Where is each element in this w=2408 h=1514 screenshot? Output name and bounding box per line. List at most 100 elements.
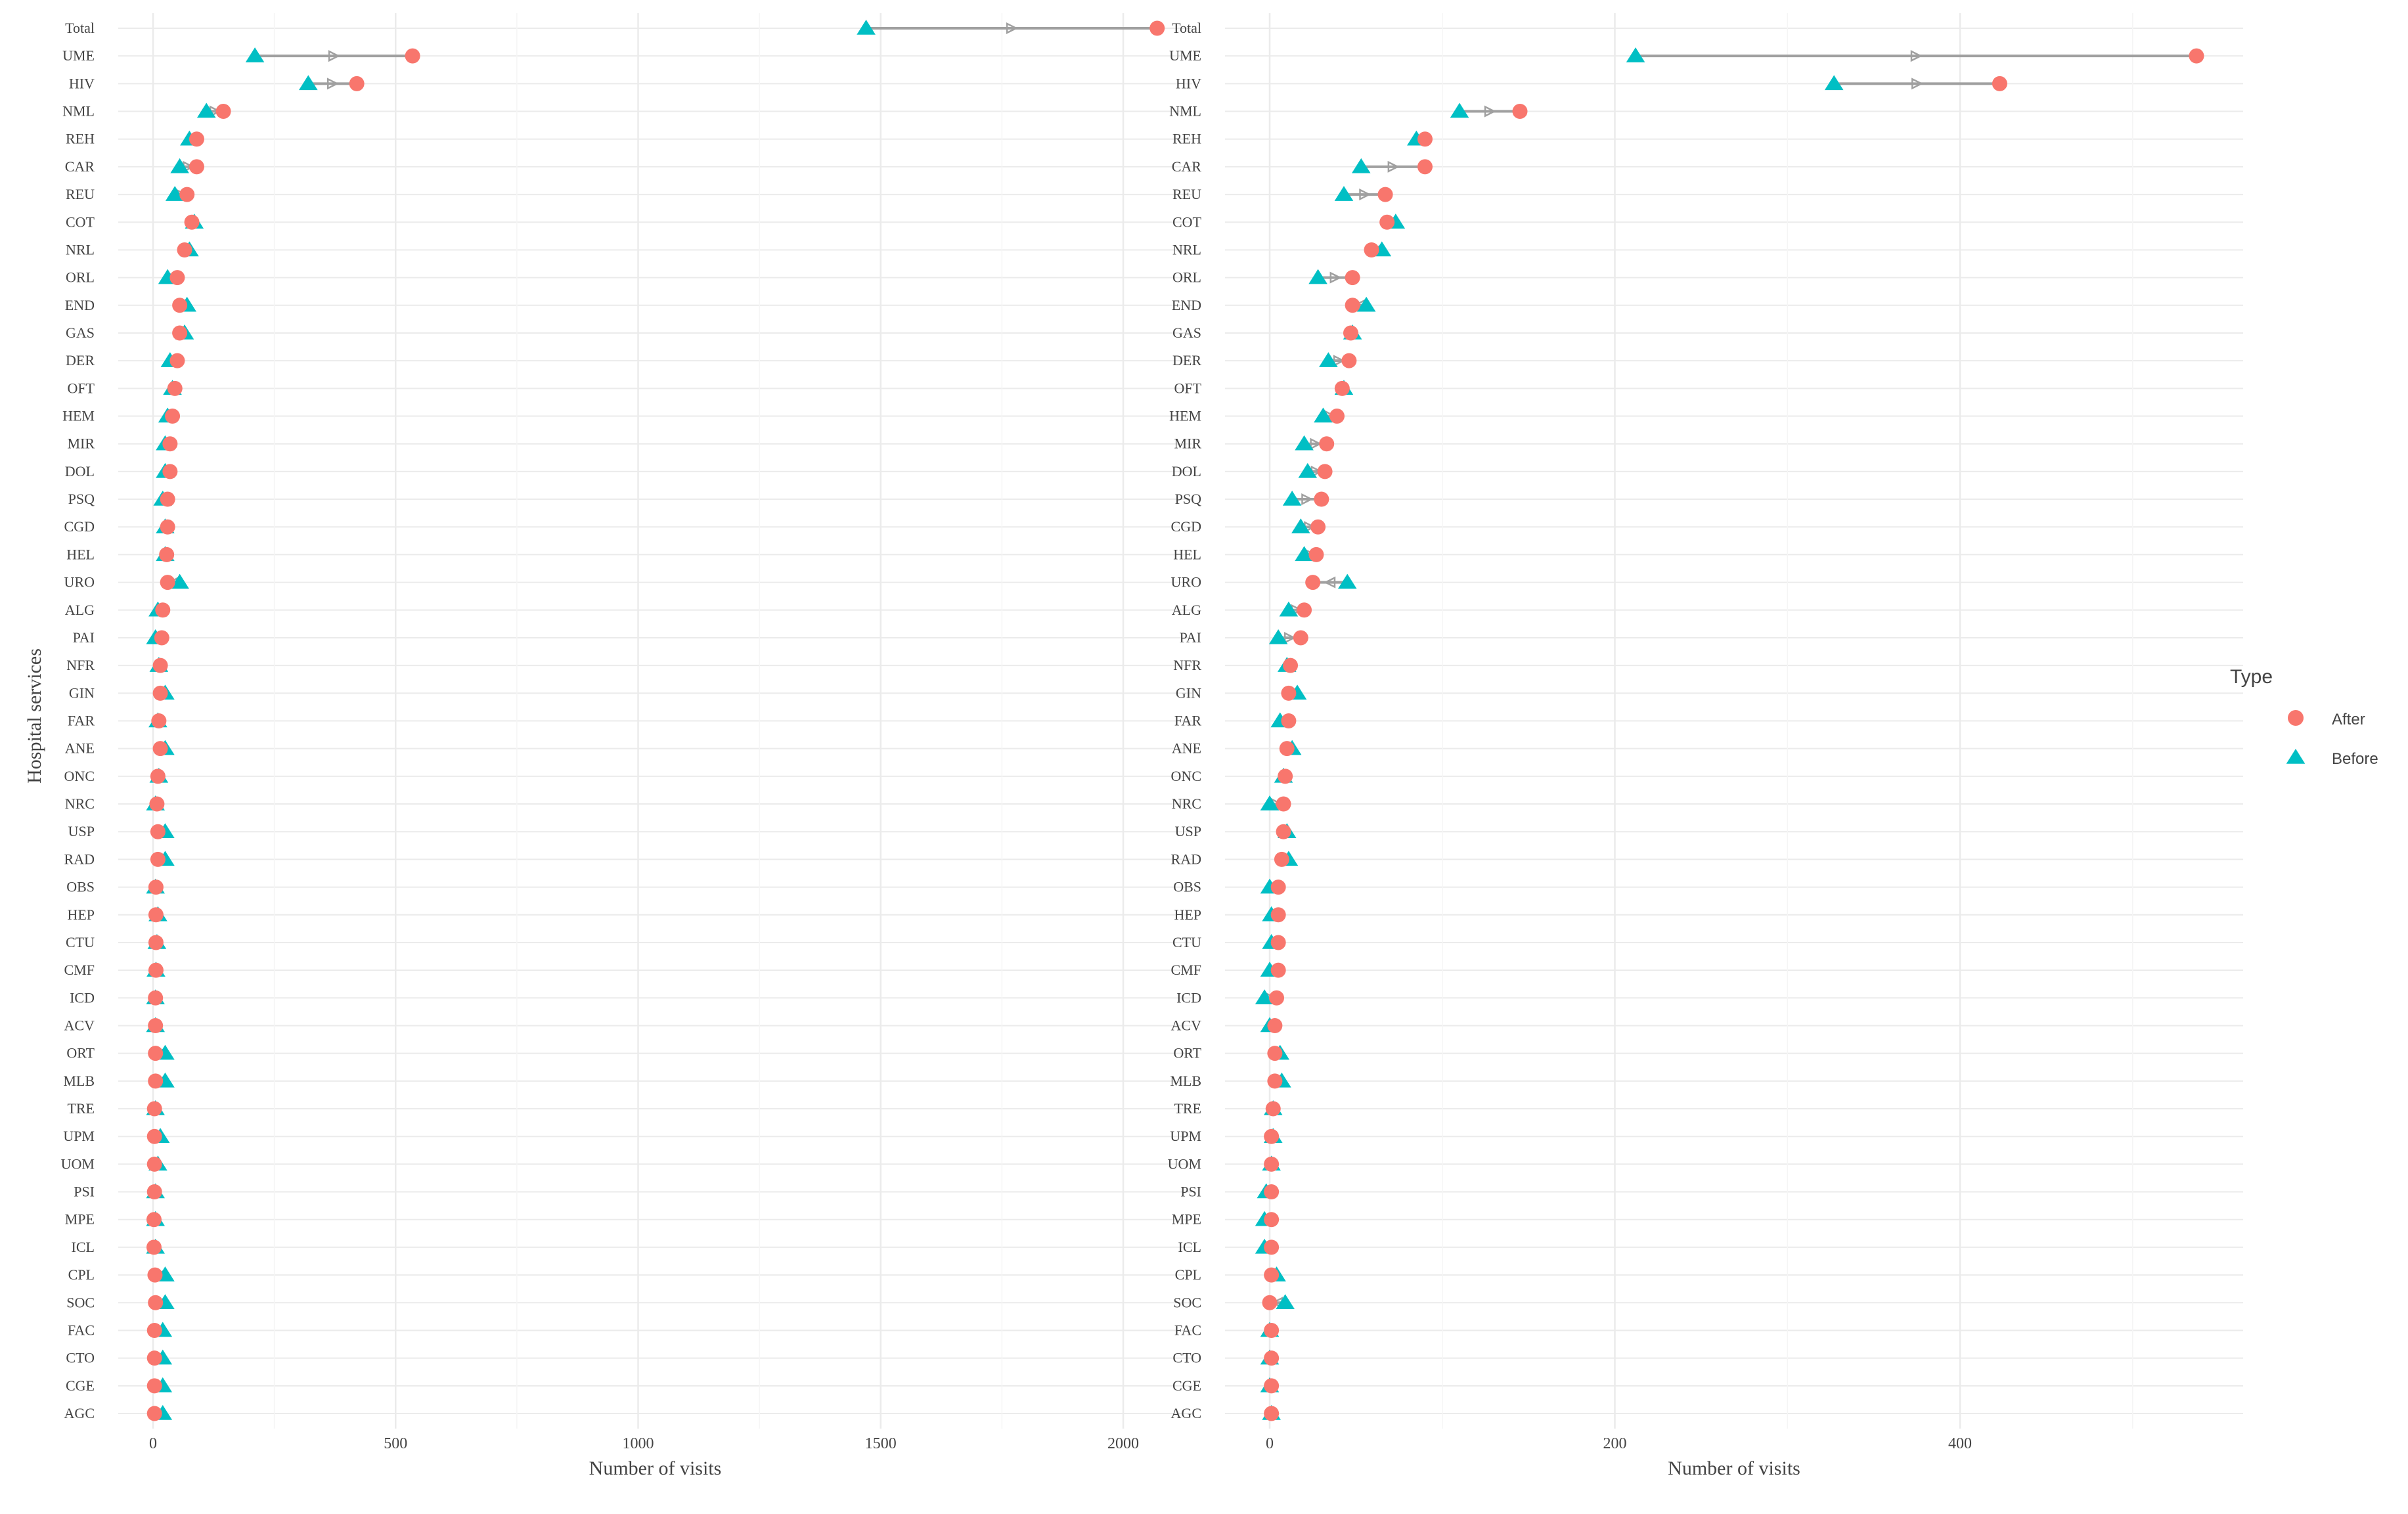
y-tick-label: ICD bbox=[1176, 989, 1201, 1006]
legend-title: Type bbox=[2230, 666, 2273, 688]
x-tick-label: 0 bbox=[149, 1435, 157, 1452]
after-point-cpl bbox=[1264, 1267, 1280, 1283]
y-tick-label: OFT bbox=[1174, 380, 1201, 396]
arrowhead-hiv bbox=[1911, 78, 1924, 90]
before-point-orl bbox=[1308, 269, 1327, 284]
after-point-end bbox=[172, 298, 188, 313]
after-point-ane bbox=[152, 741, 168, 757]
y-tick-label: GAS bbox=[1172, 324, 1201, 341]
before-point-der bbox=[1319, 352, 1338, 367]
after-point-obs bbox=[148, 879, 164, 895]
after-point-gas bbox=[1343, 325, 1358, 341]
y-tick-label: END bbox=[65, 297, 95, 313]
y-tick-label: CAR bbox=[1172, 158, 1202, 175]
before-point-uro bbox=[170, 573, 189, 589]
y-tick-label: UOM bbox=[1168, 1155, 1201, 1172]
legend-after-swatch bbox=[2288, 710, 2304, 726]
y-axis-label: Hospital services bbox=[24, 648, 45, 784]
x-axis-label: Number of visits bbox=[1668, 1458, 1800, 1479]
y-tick-label: Total bbox=[65, 20, 95, 36]
after-point-cmf bbox=[148, 962, 164, 978]
x-tick-label: 1000 bbox=[623, 1435, 654, 1452]
after-point-cge bbox=[1264, 1378, 1280, 1394]
after-point-agc bbox=[146, 1406, 162, 1421]
after-point-cto bbox=[146, 1350, 162, 1366]
y-tick-label: NRC bbox=[1172, 795, 1201, 812]
after-point-pai bbox=[154, 630, 169, 646]
after-point-uom bbox=[1264, 1156, 1280, 1172]
before-point-car bbox=[1351, 158, 1371, 173]
before-point-end bbox=[1356, 296, 1376, 312]
after-point-car bbox=[189, 159, 204, 175]
after-point-onc bbox=[1278, 768, 1293, 784]
arrowhead-pai bbox=[1283, 631, 1297, 644]
after-point-nml bbox=[1512, 104, 1528, 120]
y-tick-label: HEP bbox=[67, 906, 95, 923]
after-point-mir bbox=[1319, 436, 1335, 452]
after-point-acv bbox=[148, 1017, 164, 1033]
after-point-mpe bbox=[146, 1212, 162, 1228]
y-tick-label: PSQ bbox=[1175, 491, 1201, 507]
y-tick-label: COT bbox=[66, 213, 95, 230]
y-tick-label: ORT bbox=[1173, 1045, 1201, 1061]
before-point-alg bbox=[1279, 601, 1299, 617]
y-tick-label: CTO bbox=[66, 1350, 95, 1366]
arrowhead-nml bbox=[1484, 105, 1496, 118]
y-tick-label: GIN bbox=[1176, 684, 1201, 701]
before-point-nrc bbox=[1260, 795, 1280, 811]
y-tick-label: CTU bbox=[1172, 934, 1201, 950]
y-tick-label: NML bbox=[62, 103, 95, 120]
marks-layer bbox=[146, 20, 2204, 1421]
y-tick-label: HEM bbox=[1169, 408, 1201, 424]
y-tick-label: HEL bbox=[66, 546, 95, 562]
after-point-cot bbox=[1379, 214, 1395, 230]
y-tick-label: FAR bbox=[68, 713, 95, 729]
y-tick-label: RAD bbox=[64, 851, 95, 867]
before-point-nml bbox=[1450, 102, 1469, 118]
after-point-hep bbox=[148, 907, 164, 923]
after-point-car bbox=[1417, 159, 1433, 175]
x-tick-label: 1500 bbox=[865, 1435, 897, 1452]
after-point-icl bbox=[1264, 1239, 1280, 1255]
x-tick-label: 0 bbox=[1266, 1435, 1274, 1452]
after-point-cgd bbox=[1310, 519, 1326, 535]
after-point-acv bbox=[1267, 1017, 1283, 1033]
y-tick-label: CTO bbox=[1172, 1350, 1201, 1366]
after-point-oft bbox=[1334, 380, 1350, 396]
y-tick-label: Total bbox=[1172, 20, 1201, 36]
arrowhead-car bbox=[1387, 160, 1400, 173]
y-tick-label: PSI bbox=[74, 1184, 95, 1200]
after-point-reu bbox=[179, 187, 195, 202]
after-point-ctu bbox=[148, 935, 164, 950]
after-point-dol bbox=[1317, 464, 1333, 479]
arrowhead-orl bbox=[1329, 271, 1342, 284]
y-tick-label: CTU bbox=[66, 934, 95, 950]
after-point-psq bbox=[1314, 491, 1329, 507]
y-tick-label: MLB bbox=[1170, 1073, 1201, 1089]
y-tick-label: UOM bbox=[61, 1155, 95, 1172]
y-tick-label: ALG bbox=[1172, 602, 1201, 618]
y-tick-label: HEL bbox=[1173, 546, 1201, 562]
before-point-ume bbox=[1626, 47, 1645, 62]
after-point-reh bbox=[189, 131, 204, 147]
after-point-reh bbox=[1417, 131, 1433, 147]
y-tick-label: ORL bbox=[1172, 269, 1201, 286]
after-point-nml bbox=[215, 104, 231, 120]
y-tick-label: NRL bbox=[66, 241, 95, 257]
y-tick-label: CGD bbox=[64, 518, 95, 535]
y-tick-label: REU bbox=[1172, 186, 1201, 202]
y-tick-label: NRL bbox=[1172, 241, 1201, 257]
after-point-uro bbox=[1305, 575, 1321, 590]
before-point-car bbox=[170, 158, 189, 173]
arrowhead-ume bbox=[1910, 50, 1923, 62]
arrowhead-hiv bbox=[326, 78, 340, 90]
before-point-hiv bbox=[299, 75, 318, 91]
y-tick-label: NML bbox=[1169, 103, 1201, 120]
after-point-hel bbox=[1308, 546, 1324, 562]
before-point-icd bbox=[1255, 989, 1274, 1005]
y-tick-label: SOC bbox=[1173, 1294, 1201, 1310]
after-point-total bbox=[1149, 20, 1165, 36]
before-point-soc bbox=[1276, 1294, 1295, 1310]
y-tick-label: COT bbox=[1172, 213, 1202, 230]
after-point-der bbox=[1341, 353, 1357, 368]
